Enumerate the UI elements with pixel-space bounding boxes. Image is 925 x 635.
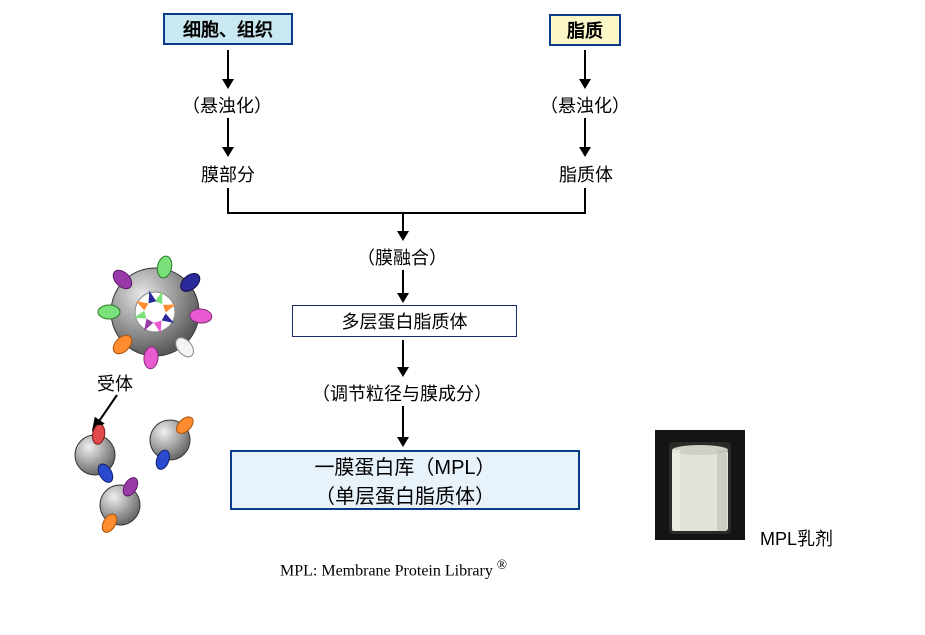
arrow-cells-to-susp [222,50,234,88]
arrow-adjust-to-final [397,406,409,446]
merge-left-drop [227,188,229,212]
start-box-cells: 细胞、组织 [163,13,293,45]
footnote-sup: ® [497,557,507,572]
arrow-lipid-to-susp [579,50,591,88]
arrow-susp-to-liposome [579,118,591,156]
footnote-mpl: MPL: Membrane Protein Library ® [280,557,507,580]
final-mpl-box: 一膜蛋白库（MPL） （单层蛋白脂质体） [230,450,580,510]
arrow-fusion-to-multilayer [397,270,409,302]
multilayer-box: 多层蛋白脂质体 [292,305,517,337]
mpl-tube-icon [655,430,745,540]
final-line1: 一膜蛋白库（MPL） [314,451,495,480]
label-suspension-left: （悬浊化） [182,92,272,118]
arrow-multilayer-to-adjust [397,340,409,376]
big-liposome-icon [95,252,215,372]
arrow-susp-to-membrane [222,118,234,156]
label-adjust: （调节粒径与膜成分） [312,380,492,406]
final-line2: （单层蛋白脂质体） [315,480,495,509]
label-fusion: （膜融合） [357,244,447,270]
merge-right-drop [584,188,586,212]
merge-down-arrow [397,212,409,240]
small-liposome-2-icon [140,410,200,470]
small-liposome-3-icon [90,475,150,535]
mpl-emulsion-caption: MPL乳剂 [760,525,833,551]
label-liposome: 脂质体 [559,161,613,187]
start-box-lipid: 脂质 [549,14,621,46]
footnote-text: MPL: Membrane Protein Library [280,562,497,579]
label-suspension-right: （悬浊化） [540,92,630,118]
label-membrane-part: 膜部分 [201,161,255,187]
